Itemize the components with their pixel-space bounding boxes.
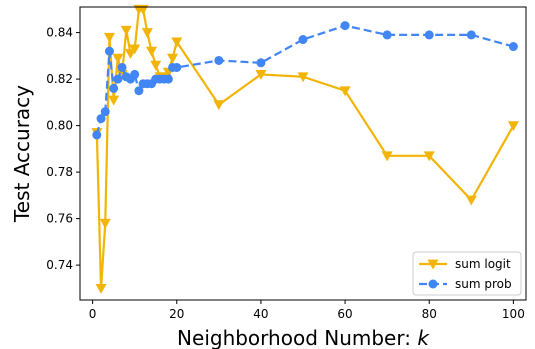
- data-point-1: [104, 46, 114, 56]
- data-point-0: [423, 151, 435, 162]
- plot-frame: [79, 6, 527, 301]
- data-point-1: [340, 21, 350, 31]
- data-point-0: [99, 218, 111, 229]
- data-point-0: [95, 283, 107, 294]
- data-point-1: [382, 30, 392, 40]
- data-point-0: [507, 121, 519, 132]
- data-point-1: [109, 83, 119, 93]
- data-point-1: [163, 74, 173, 84]
- y-tick-label: 0.80: [46, 119, 73, 133]
- data-point-1: [466, 30, 476, 40]
- data-point-1: [508, 42, 518, 52]
- y-tick-label: 0.74: [46, 258, 73, 272]
- data-point-0: [171, 37, 183, 48]
- data-point-1: [130, 69, 140, 79]
- data-point-1: [424, 30, 434, 40]
- data-point-1: [92, 130, 102, 140]
- legend-marker-0: [427, 259, 439, 270]
- data-point-0: [339, 86, 351, 97]
- x-axis-label-var: k: [417, 326, 430, 349]
- data-point-0: [381, 151, 393, 162]
- legend-label-1: sum prob: [455, 277, 512, 291]
- x-tick-label: 20: [169, 307, 184, 321]
- y-tick-label: 0.82: [46, 72, 73, 86]
- series-line-0: [95, 8, 515, 290]
- legend: sum logit sum prob: [412, 251, 522, 296]
- data-point-1: [256, 58, 266, 68]
- data-point-0: [465, 195, 477, 206]
- y-tick-label: 0.84: [46, 26, 73, 40]
- data-point-0: [150, 60, 162, 71]
- data-point-0: [255, 70, 267, 80]
- data-point-1: [134, 86, 144, 96]
- y-tick-label: 0.76: [46, 212, 73, 226]
- data-point-1: [298, 35, 308, 45]
- x-tick-label: 40: [253, 307, 268, 321]
- data-point-0: [213, 100, 225, 111]
- data-point-0: [129, 44, 141, 55]
- x-tick-label: 80: [422, 307, 437, 321]
- data-point-0: [167, 53, 179, 64]
- data-point-1: [214, 55, 224, 65]
- legend-label-0: sum logit: [455, 257, 511, 271]
- x-tick-label: 60: [337, 307, 352, 321]
- data-point-0: [120, 25, 132, 36]
- legend-marker-1: [428, 279, 438, 289]
- data-point-0: [108, 95, 120, 106]
- series-line-1: [95, 24, 514, 136]
- x-tick-label: 0: [89, 307, 97, 321]
- data-point-0: [297, 72, 309, 83]
- y-tick-label: 0.78: [46, 165, 73, 179]
- x-axis-label: Neighborhood Number: k: [177, 326, 430, 349]
- data-point-1: [96, 114, 106, 124]
- axis-ticks: 0 20 40 60 80 100 0.74 0.76 0.78 0.80 0.82 0.84: [46, 26, 525, 321]
- data-point-1: [113, 74, 123, 84]
- legend-frame: [412, 251, 522, 296]
- data-point-1: [172, 62, 182, 72]
- data-point-0: [103, 32, 115, 43]
- x-tick-label: 100: [502, 307, 525, 321]
- data-point-1: [117, 62, 127, 72]
- data-point-0: [141, 28, 153, 39]
- x-axis-label-text: Neighborhood Number:: [177, 326, 417, 349]
- data-point-0: [146, 46, 158, 57]
- y-axis-label: Test Accuracy: [10, 85, 34, 223]
- data-point-0: [112, 53, 124, 64]
- data-point-1: [100, 107, 110, 117]
- plot-area: [91, 4, 519, 294]
